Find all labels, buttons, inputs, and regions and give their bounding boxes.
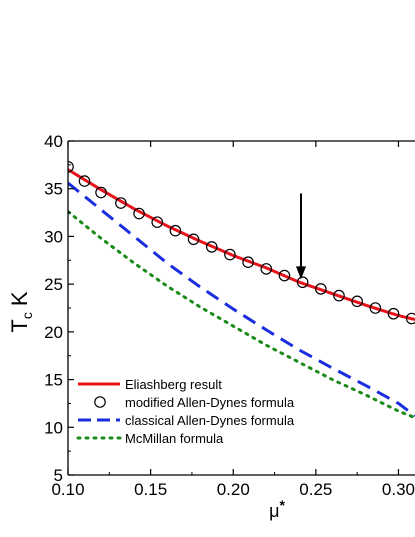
legend-label-classical-allen-dynes-formula: classical Allen-Dynes formula [125, 413, 295, 428]
legend-label-mcmillan-formula: McMillan formula [125, 431, 224, 446]
legend-swatch-modified-allen-dynes-formula [94, 396, 106, 408]
axis-titles: TcK μ* [7, 291, 285, 521]
data-point-modified-allen-dynes-formula [95, 186, 107, 199]
series-line-mcmillan-formula [68, 210, 415, 420]
legend-label-eliashberg-result: Eliashberg result [125, 377, 222, 392]
legend: Eliashberg result modified Allen-Dynes fo… [76, 377, 295, 446]
plot-area [68, 160, 415, 420]
data-point-modified-allen-dynes-formula [169, 224, 182, 237]
data-point-modified-allen-dynes-formula [260, 263, 273, 275]
data-point-modified-allen-dynes-formula [151, 216, 164, 228]
y-tick-label: 5 [54, 466, 63, 485]
y-tick-label: 35 [44, 180, 63, 199]
data-point-modified-allen-dynes-formula [133, 207, 145, 220]
y-tick-label: 40 [44, 132, 63, 151]
data-point-modified-allen-dynes-formula [351, 295, 363, 308]
x-axis-title: μ* [269, 497, 285, 521]
x-tick-label: 0.20 [217, 480, 250, 499]
x-tick-label: 0.10 [51, 480, 84, 499]
data-point-modified-allen-dynes-formula [68, 160, 74, 173]
data-point-modified-allen-dynes-formula [278, 269, 291, 282]
data-point-modified-allen-dynes-formula [315, 283, 327, 295]
y-tick-label: 30 [44, 227, 63, 246]
series-line-classical-allen-dynes-formula [68, 181, 415, 417]
y-tick-label: 25 [44, 275, 63, 294]
x-tick-label: 0.25 [299, 480, 332, 499]
y-axis-title: TcK [7, 291, 35, 332]
data-point-modified-allen-dynes-formula [224, 248, 236, 261]
data-point-modified-allen-dynes-formula [187, 233, 200, 246]
y-tick-label: 20 [44, 323, 63, 342]
arrow-head [295, 266, 306, 280]
data-point-modified-allen-dynes-formula [369, 302, 382, 314]
data-point-modified-allen-dynes-formula [387, 307, 400, 320]
data-point-modified-allen-dynes-formula [405, 312, 415, 325]
legend-label-modified-allen-dynes-formula: modified Allen-Dynes formula [125, 395, 295, 410]
x-tick-label: 0.30 [382, 480, 415, 499]
data-point-modified-allen-dynes-formula [205, 241, 218, 253]
data-point-modified-allen-dynes-formula [333, 289, 345, 302]
series-line-eliashberg-result [68, 168, 415, 321]
data-point-modified-allen-dynes-formula [78, 175, 91, 187]
data-point-modified-allen-dynes-formula [296, 276, 309, 289]
data-point-modified-allen-dynes-formula [115, 197, 127, 209]
data-point-modified-allen-dynes-formula [242, 256, 254, 268]
axes: 0.10 0.15 0.20 0.25 0.30 5 10 15 20 25 30 35 40 [44, 132, 415, 499]
y-tick-label: 15 [44, 371, 63, 390]
y-tick-label: 10 [44, 418, 63, 437]
x-tick-label: 0.15 [134, 480, 167, 499]
